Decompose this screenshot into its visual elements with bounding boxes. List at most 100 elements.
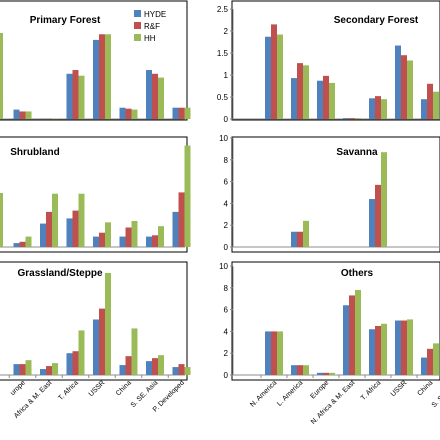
bar-rf-0: [19, 241, 26, 247]
bar-hh-1: [303, 65, 309, 119]
y-tick-label: 0: [224, 243, 229, 252]
bar-hyde-4: [119, 365, 126, 375]
bar-hh-0: [277, 331, 283, 375]
bar-rf-5: [152, 235, 158, 247]
bar-rf-3: [349, 295, 355, 375]
bar-hh-6: [433, 91, 439, 119]
panel-frame: [231, 261, 440, 381]
bar-hyde-0: [13, 243, 20, 247]
bar-rf-0: [19, 364, 26, 375]
y-tick-label: 10: [219, 262, 228, 271]
bar-hh-1: [52, 363, 58, 375]
bar-hyde-1: [40, 223, 46, 247]
bar-hyde-2: [317, 372, 323, 375]
bar-rf-4: [125, 108, 132, 119]
category-label: USSR: [88, 379, 107, 398]
bar-hyde-4: [369, 329, 375, 375]
bar-hh-5: [407, 319, 413, 375]
bar-rf-0: [271, 24, 277, 119]
bar-hh-2: [78, 330, 85, 375]
bar-rf-6: [178, 192, 185, 247]
bar-hyde-5: [395, 320, 401, 375]
bar-hyde-5: [146, 236, 152, 247]
bar-rf-6: [427, 348, 433, 375]
legend-label: HH: [144, 34, 156, 43]
panel-title: Secondary Forest: [334, 15, 419, 26]
y-tick-label: 1: [224, 71, 229, 80]
bar-hyde-6: [421, 357, 427, 375]
bar-hyde-6: [421, 99, 427, 119]
category-label: China: [417, 379, 435, 397]
bar-hh-6: [184, 367, 191, 375]
bar-hh-2: [78, 75, 85, 119]
y-tick-label: 10: [219, 134, 228, 143]
bar-hyde-3: [93, 319, 99, 375]
bar-hh-5: [158, 77, 164, 119]
bar-hyde-0: [265, 331, 271, 375]
panel-3: Shrubland: [0, 136, 191, 253]
bar-hyde-5: [146, 70, 152, 119]
bar-rf-1: [297, 231, 303, 247]
bar-hyde-3: [343, 118, 349, 119]
y-tick-label: 6: [224, 178, 229, 187]
bar-hh-2: [329, 372, 335, 375]
legend: HYDE R&F HH: [134, 10, 166, 43]
legend-swatch: [134, 22, 141, 29]
bar-hh-5: [158, 355, 164, 375]
bar-hh-3: [105, 272, 111, 375]
bar-hh-0: [25, 360, 32, 375]
bar-hh-2: [78, 193, 85, 247]
bar-rf-4: [125, 356, 132, 375]
category-label: urope: [9, 379, 27, 397]
bar-hyde-1: [291, 365, 297, 375]
bar-hyde-6: [172, 107, 179, 119]
legend-swatch: [134, 10, 141, 17]
legend-label: HYDE: [144, 10, 166, 19]
bar-hyde-0: [13, 364, 20, 375]
bar-hyde-1: [40, 369, 46, 375]
bar-hyde-4: [119, 236, 126, 247]
bar-hyde-5: [146, 361, 152, 375]
panel-title: Shrubland: [10, 147, 59, 158]
panel-title: Grassland/Steppe: [17, 268, 102, 279]
bar-hyde-0: [13, 109, 20, 119]
bar-hyde-1: [291, 78, 297, 119]
bar-hyde-3: [343, 305, 349, 375]
bar-rf-2: [72, 351, 79, 375]
panel-title: Others: [341, 268, 374, 279]
bar-rf-0: [19, 111, 26, 119]
bar-rf-2: [323, 75, 329, 119]
bar-hyde-2: [66, 73, 73, 119]
bar-hh-6: [184, 107, 191, 119]
bar-hh-4: [131, 221, 138, 247]
bar-rf-0: [271, 331, 277, 375]
y-tick-label: 0: [224, 115, 229, 124]
category-label: Europe: [309, 379, 330, 400]
category-label: L. America: [276, 379, 304, 407]
bar-hyde-0: [265, 36, 271, 119]
bar-rf-1: [46, 211, 52, 247]
bar-hh-1: [303, 220, 309, 247]
bar-rf-2: [72, 70, 79, 119]
bar-hyde-6: [172, 367, 179, 375]
legend-label: R&F: [144, 22, 160, 31]
bar-rf-3: [99, 232, 105, 247]
bar-hyde-3: [93, 39, 99, 119]
bar-rf-6: [178, 364, 185, 375]
category-label: N. America: [249, 379, 278, 408]
bar-hh-4: [381, 99, 387, 119]
y-tick-label: 4: [224, 327, 229, 336]
panel-4: 0 2 4 6 8 10 Savanna: [219, 134, 440, 253]
bar-hyde-2: [66, 353, 73, 375]
bar-hyde-4: [369, 98, 375, 119]
bar-rf-4: [125, 227, 132, 247]
bar-hyde-2: [66, 218, 73, 247]
bar-rf-1: [297, 63, 303, 119]
category-label: China: [115, 379, 133, 397]
category-label: N. Africa & M. East: [310, 379, 357, 426]
bar-hyde-5: [395, 45, 401, 119]
category-label: T. Africa: [360, 379, 383, 402]
panel-frame: [0, 0, 188, 121]
